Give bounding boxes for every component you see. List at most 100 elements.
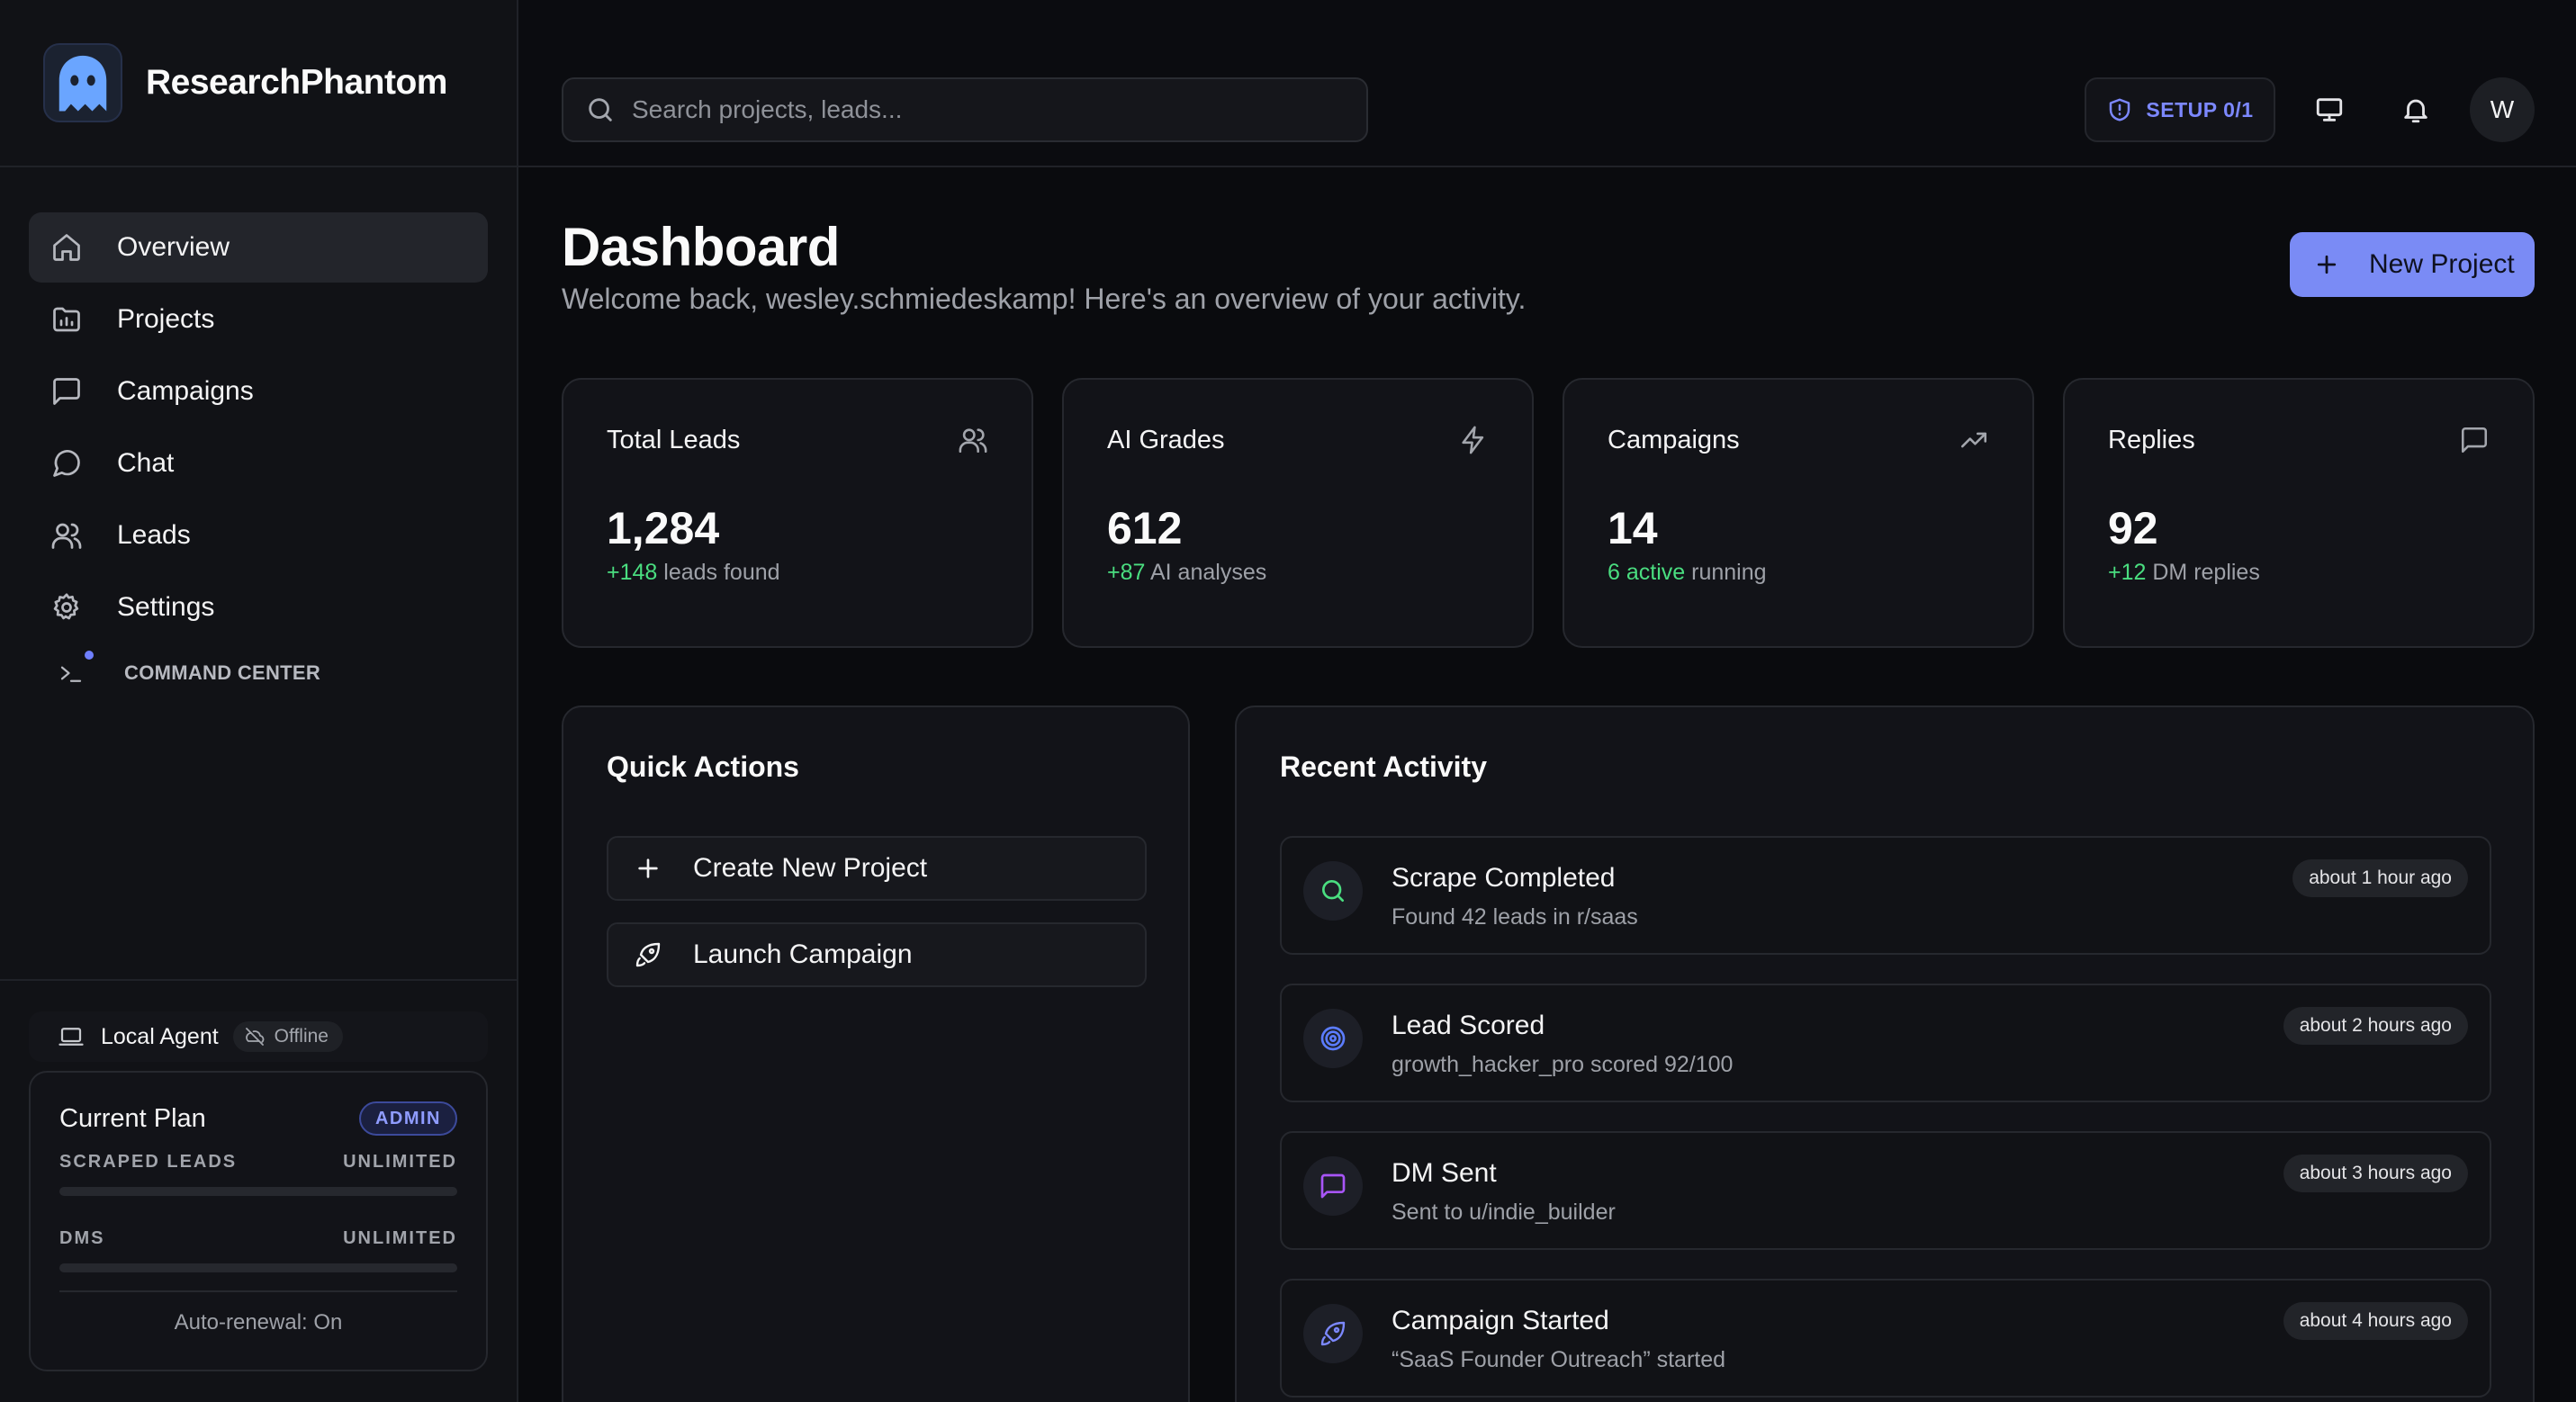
- stat-delta: 6 active: [1608, 560, 1686, 585]
- message-circle-icon: [50, 447, 83, 480]
- gear-icon: [50, 591, 83, 624]
- divider: [59, 1290, 457, 1292]
- home-icon: [50, 231, 83, 264]
- activity-timestamp: about 4 hours ago: [2283, 1302, 2468, 1340]
- activity-timestamp: about 1 hour ago: [2292, 859, 2468, 897]
- stat-card-replies: Replies 92 +12 DM replies: [2063, 378, 2535, 648]
- activity-item[interactable]: Scrape Completed Found 42 leads in r/saa…: [1280, 836, 2491, 955]
- quota-label: SCRAPED LEADS: [59, 1152, 238, 1172]
- activity-item[interactable]: DM Sent Sent to u/indie_builder about 3 …: [1280, 1131, 2491, 1250]
- sidebar-item-overview[interactable]: Overview: [29, 212, 488, 283]
- rocket-icon: [1303, 1304, 1363, 1363]
- create-new-project-button[interactable]: Create New Project: [607, 836, 1147, 901]
- stat-suffix: DM replies: [2146, 560, 2260, 585]
- stat-suffix: AI analyses: [1145, 560, 1267, 585]
- card-title: Recent Activity: [1280, 750, 1487, 783]
- search-icon: [585, 94, 616, 125]
- stat-suffix: running: [1685, 560, 1767, 585]
- search-placeholder: Search projects, leads...: [632, 95, 903, 123]
- stat-delta: +148: [607, 560, 658, 585]
- activity-timestamp: about 3 hours ago: [2283, 1155, 2468, 1192]
- activity-title: Lead Scored: [1392, 1011, 1545, 1040]
- stat-card-campaigns: Campaigns 14 6 active running: [1563, 378, 2034, 648]
- stat-title: Total Leads: [607, 425, 741, 454]
- page-subtitle: Welcome back, wesley.schmiedeskamp! Here…: [562, 283, 1527, 315]
- bell-icon[interactable]: [2389, 83, 2443, 137]
- auto-renewal-text: Auto-renewal: On: [174, 1310, 343, 1335]
- action-label: Create New Project: [693, 853, 928, 883]
- quota-progress-bar: [59, 1187, 457, 1196]
- stat-suffix: leads found: [657, 560, 780, 585]
- quota-progress-bar: [59, 1263, 457, 1272]
- sidebar-item-label: Overview: [117, 232, 230, 262]
- quota-row: SCRAPED LEADS UNLIMITED: [59, 1152, 457, 1173]
- local-agent-status[interactable]: Local Agent Offline: [29, 1011, 488, 1062]
- sidebar-nav: Overview Projects Campaigns Chat: [29, 212, 488, 700]
- message-square-icon: [50, 375, 83, 408]
- avatar[interactable]: W: [2470, 77, 2535, 142]
- sidebar: ResearchPhantom Overview Projects Campai…: [0, 0, 518, 1402]
- sidebar-item-projects[interactable]: Projects: [29, 284, 488, 355]
- activity-list: Scrape Completed Found 42 leads in r/saa…: [1280, 836, 2491, 1398]
- setup-label: SETUP 0/1: [2146, 97, 2254, 121]
- stat-value: 14: [1608, 503, 1658, 553]
- stat-title: Campaigns: [1608, 425, 1740, 454]
- sidebar-item-campaigns[interactable]: Campaigns: [29, 356, 488, 427]
- setup-progress-button[interactable]: SETUP 0/1: [2085, 77, 2275, 142]
- sidebar-item-label: Chat: [117, 448, 175, 478]
- stat-value: 1,284: [607, 503, 720, 553]
- search-input[interactable]: Search projects, leads...: [562, 77, 1368, 142]
- sidebar-item-settings[interactable]: Settings: [29, 572, 488, 643]
- search-icon: [1303, 861, 1363, 921]
- stat-subtext: +12 DM replies: [2108, 560, 2490, 586]
- sidebar-item-chat[interactable]: Chat: [29, 428, 488, 499]
- activity-item[interactable]: Lead Scored growth_hacker_pro scored 92/…: [1280, 984, 2491, 1102]
- quota-label: DMS: [59, 1228, 105, 1248]
- top-bar: Search projects, leads... SETUP 0/1 W: [518, 0, 2576, 167]
- sidebar-item-leads[interactable]: Leads: [29, 500, 488, 571]
- sidebar-item-label: COMMAND CENTER: [124, 661, 321, 684]
- message-square-icon: [2459, 425, 2490, 455]
- main-content: Dashboard Welcome back, wesley.schmiedes…: [518, 169, 2576, 1402]
- new-project-label: New Project: [2369, 249, 2515, 279]
- sidebar-item-label: Projects: [117, 304, 215, 334]
- activity-title: Scrape Completed: [1392, 863, 1616, 893]
- monitor-icon[interactable]: [2302, 83, 2356, 137]
- stat-subtext: 6 active running: [1608, 560, 1989, 586]
- quota-row: DMS UNLIMITED: [59, 1228, 457, 1249]
- stat-value: 92: [2108, 503, 2158, 553]
- activity-title: DM Sent: [1392, 1158, 1497, 1188]
- activity-title: Campaign Started: [1392, 1306, 1609, 1335]
- sidebar-item-command-center[interactable]: COMMAND CENTER: [29, 646, 488, 700]
- recent-activity-card: Recent Activity Scrape Completed Found 4…: [1235, 705, 2535, 1402]
- users-icon: [50, 519, 83, 552]
- brand[interactable]: ResearchPhantom: [0, 0, 517, 167]
- sidebar-footer: Local Agent Offline Current Plan ADMIN S…: [0, 979, 517, 1402]
- folder-chart-icon: [50, 303, 83, 336]
- new-project-button[interactable]: New Project: [2290, 232, 2535, 297]
- quota-value: UNLIMITED: [343, 1228, 457, 1248]
- stat-title: Replies: [2108, 425, 2195, 454]
- action-label: Launch Campaign: [693, 939, 913, 969]
- activity-item[interactable]: Campaign Started “SaaS Founder Outreach”…: [1280, 1279, 2491, 1398]
- stat-delta: +12: [2108, 560, 2147, 585]
- message-square-icon: [1303, 1156, 1363, 1216]
- plus-icon: [634, 854, 662, 883]
- activity-description: Sent to u/indie_builder: [1392, 1200, 1616, 1225]
- rocket-icon: [634, 940, 662, 969]
- status-badge: Offline: [232, 1021, 343, 1052]
- laptop-icon: [58, 1023, 85, 1050]
- stat-delta: +87: [1107, 560, 1146, 585]
- terminal-icon: [58, 651, 94, 687]
- activity-description: Found 42 leads in r/saas: [1392, 904, 1638, 930]
- plan-badge: ADMIN: [358, 1101, 457, 1136]
- zap-icon: [1458, 425, 1489, 455]
- plus-icon: [2313, 251, 2340, 278]
- status-text: Offline: [274, 1026, 329, 1047]
- launch-campaign-button[interactable]: Launch Campaign: [607, 922, 1147, 987]
- page-title: Dashboard: [562, 217, 840, 277]
- target-icon: [1303, 1009, 1363, 1068]
- users-icon: [958, 425, 988, 455]
- quota-value: UNLIMITED: [343, 1152, 457, 1172]
